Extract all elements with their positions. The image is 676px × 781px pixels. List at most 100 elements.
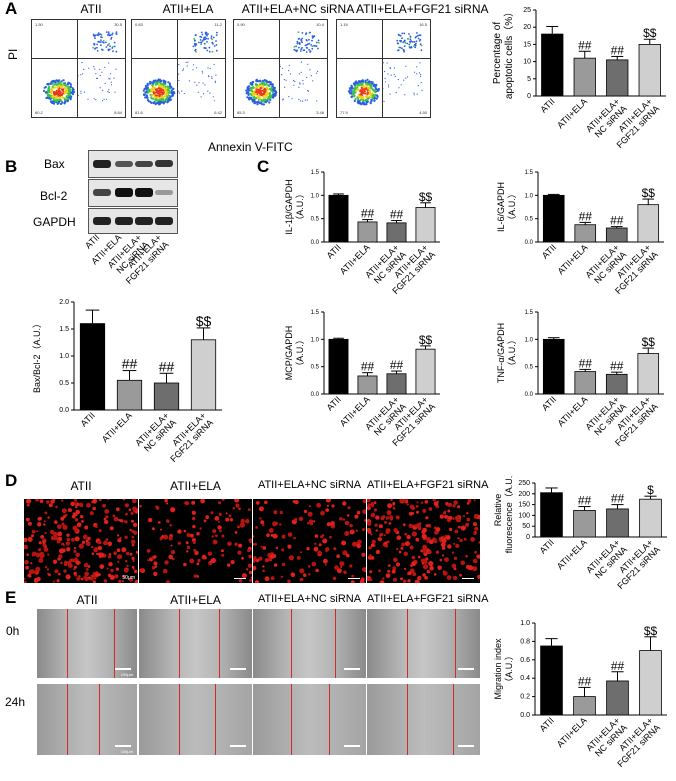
y-axis-label: IL-1β/GAPDH <box>284 179 294 234</box>
bar <box>637 353 660 395</box>
scratch-edge-line <box>407 609 408 678</box>
significance-label: $$ <box>196 313 212 329</box>
wb-row-gapdh <box>88 208 178 234</box>
quadrant-value-lr: 4.50 <box>419 110 427 115</box>
scratch-edge-line <box>215 684 216 755</box>
wb-band <box>115 161 133 167</box>
bar <box>573 57 596 97</box>
significance-label: $ <box>647 483 654 497</box>
y-tick-label: 0.0 <box>311 392 320 398</box>
category-label: ATII <box>538 715 556 733</box>
y-tick-label: 2.0 <box>59 299 69 306</box>
y-tick-label: 200 <box>518 491 530 498</box>
category-label: ATII <box>540 242 558 260</box>
panel-label-c: C <box>257 157 270 176</box>
scale-bar <box>234 578 246 579</box>
bar <box>328 338 349 395</box>
y-tick-label: 1.5 <box>311 310 320 316</box>
quadrant-value-lr: 3.46 <box>316 110 324 115</box>
y-axis-label-unit: （A.U.） <box>507 335 517 371</box>
quadrant-value-lr: 6.42 <box>214 110 222 115</box>
category-label: ATII <box>79 410 97 428</box>
wb-band <box>115 217 133 225</box>
fluor-title: ATII+ELA+FGF21 siRNA <box>367 479 489 491</box>
y-tick-label: 0 <box>526 534 530 541</box>
scratch-edge-line <box>329 684 330 755</box>
y-tick-label: 1.0 <box>525 193 534 199</box>
scratch-edge-line <box>67 609 68 678</box>
y-axis-label: MCP/GAPDH <box>284 326 294 381</box>
y-tick-label: 5 <box>527 76 531 83</box>
significance-label: $$ <box>642 335 656 349</box>
migration-image: 100μm <box>37 684 137 755</box>
il1b-chart: 0.00.51.01.5ATII##ATII+ELA##ATII+ELA+NC … <box>284 170 440 296</box>
flow-plot: 1.50 30.5 60.2 8.84 <box>31 19 126 118</box>
category-label: ATII <box>325 242 343 260</box>
flow-title-1: ATII <box>80 2 102 16</box>
y-tick-label: 0.0 <box>520 712 530 719</box>
scratch-edge-line <box>179 684 180 755</box>
y-tick-label: 0.5 <box>59 380 69 387</box>
category-label: ATII+ELA <box>555 715 589 749</box>
svg-text:ATII: ATII <box>540 242 558 260</box>
wb-row-bcl2 <box>88 179 178 207</box>
bar <box>639 650 662 716</box>
bar <box>386 373 407 395</box>
y-tick-label: 150 <box>518 502 530 509</box>
y-axis-label-unit: fluorescence（A.U.） <box>504 475 514 553</box>
quadrant-value-ul: 1.50 <box>35 22 43 27</box>
significance-label: ## <box>611 43 625 57</box>
migration-image <box>139 684 252 755</box>
svg-text:ATII: ATII <box>540 394 558 412</box>
migration-title: ATII+ELA <box>170 593 221 607</box>
y-tick-label: 1.5 <box>59 326 69 333</box>
category-label: ATII <box>538 96 556 114</box>
row-label-24h: 24h <box>5 695 26 709</box>
fluorescence-image <box>367 499 480 583</box>
y-tick-label: 0.0 <box>525 392 534 398</box>
fluorescence-image: 50μm <box>24 499 138 583</box>
significance-label: ## <box>390 208 404 222</box>
y-axis-label-unit: （A.U.） <box>295 189 305 225</box>
significance-label: $$ <box>644 624 658 638</box>
y-tick-label: 10 <box>523 59 531 66</box>
fluor-title: ATII+ELA+NC siRNA <box>257 479 362 491</box>
scale-bar <box>348 578 360 579</box>
y-tick-label: 1.0 <box>311 193 320 199</box>
scale-bar-label: 100μm <box>120 749 133 754</box>
scratch-edge-line <box>407 684 408 755</box>
panel-label-d: D <box>5 471 18 490</box>
bar <box>542 338 565 395</box>
y-axis-label: Relative <box>493 494 503 527</box>
svg-text:ATII: ATII <box>79 410 97 428</box>
flow-plot: 1.19 16.5 77.9 4.50 <box>336 19 431 118</box>
y-axis-label-unit: （A.U.） <box>507 189 517 225</box>
scale-bar <box>115 668 131 670</box>
migration-title: ATII <box>76 593 98 607</box>
bar <box>328 194 349 243</box>
bar <box>190 339 217 411</box>
migration-image <box>253 684 366 755</box>
significance-label: ## <box>611 659 625 673</box>
svg-text:ATII+ELA: ATII+ELA <box>100 410 134 444</box>
quadrant-value-ul: 0.83 <box>135 22 143 27</box>
y-axis-label: Bax/Bcl-2（A.U.） <box>32 319 42 393</box>
svg-text:ATII+ELA: ATII+ELA <box>555 537 589 571</box>
category-label: ATII <box>538 537 556 555</box>
wb-band <box>155 190 173 195</box>
bar <box>415 348 436 395</box>
bar <box>540 492 563 538</box>
significance-label: $$ <box>419 333 433 347</box>
y-axis-label: TNF-α/GAPDH <box>496 323 506 383</box>
y-tick-label: 0.8 <box>520 638 530 645</box>
category-label: ATII <box>540 394 558 412</box>
migration-title: ATII+ELA+FGF21 siRNA <box>367 593 489 605</box>
bar <box>605 227 628 243</box>
wb-band <box>135 188 153 197</box>
scale-bar-label: 50μm <box>122 575 135 581</box>
wb-label-bax: Bax <box>44 157 65 171</box>
quadrant-value-ul: 0.90 <box>237 22 245 27</box>
category-label: ATII+ELA <box>100 410 134 444</box>
fluorescence-image <box>253 499 366 583</box>
y-tick-label: 100 <box>518 512 530 519</box>
